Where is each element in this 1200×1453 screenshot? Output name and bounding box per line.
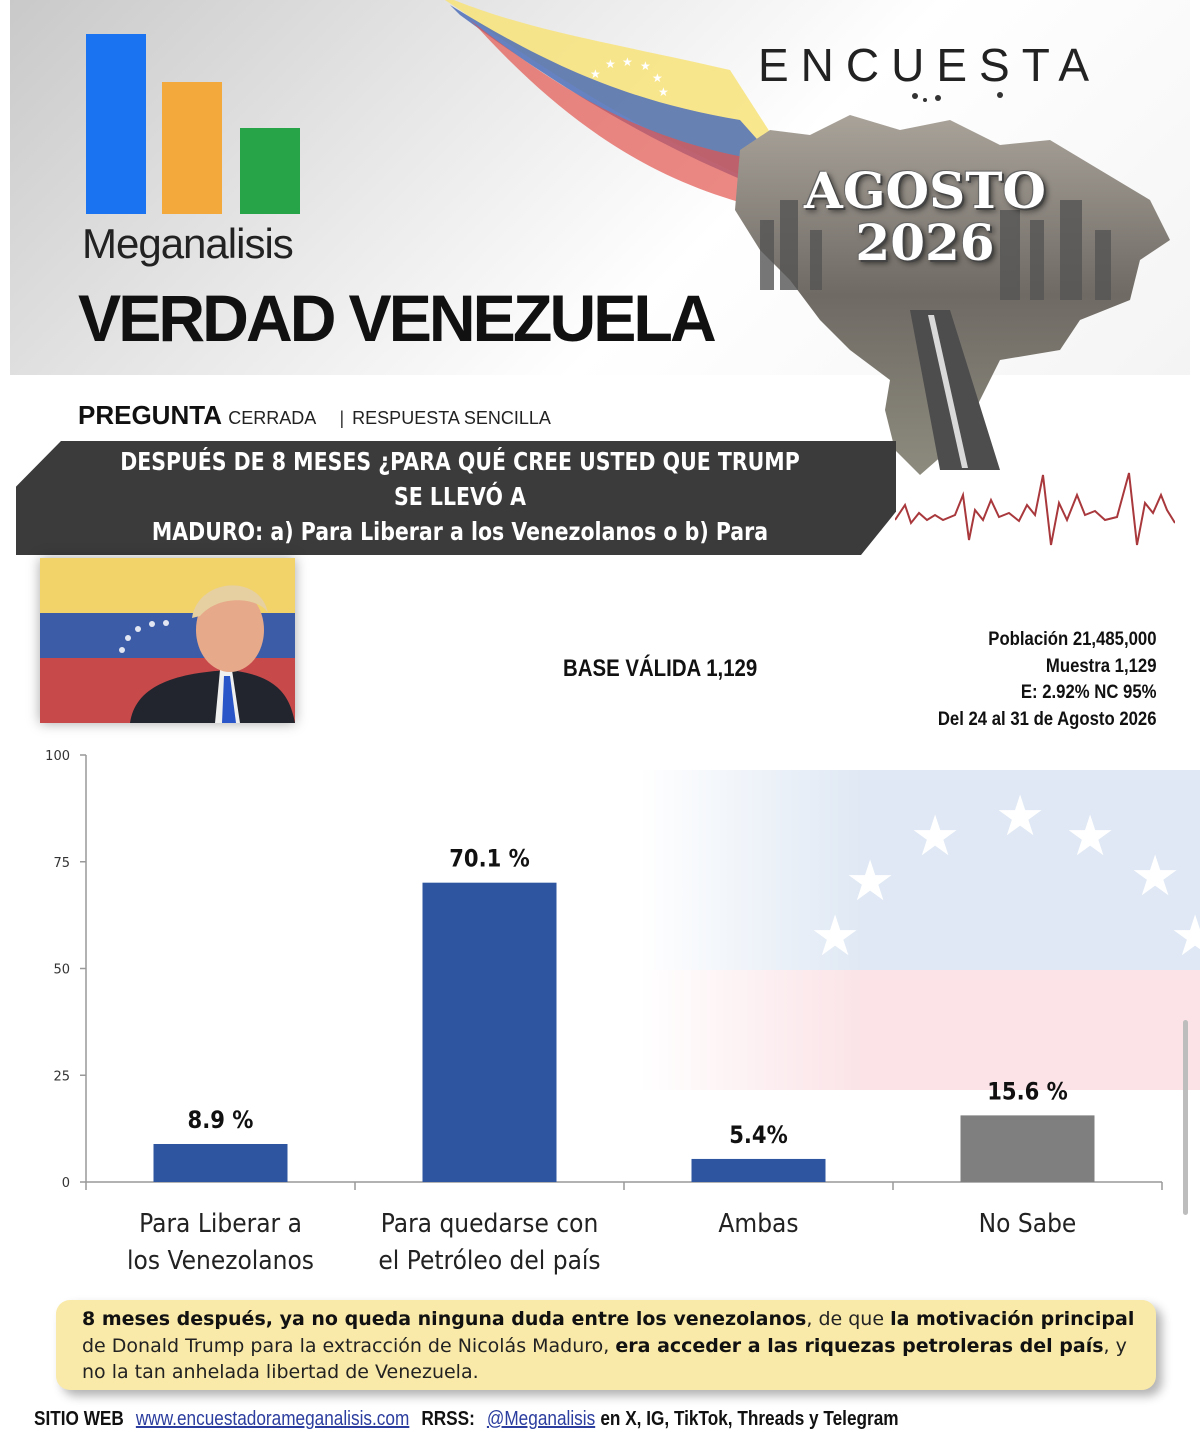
svg-text:★: ★: [640, 59, 651, 73]
svg-text:★: ★: [845, 849, 895, 914]
svg-text:★: ★: [1170, 904, 1200, 969]
conclusion-bold-3: era acceder a las riquezas petroleras de…: [615, 1334, 1104, 1357]
svg-text:★: ★: [995, 784, 1045, 849]
error-margin-label: E: 2.92% NC 95%: [1021, 682, 1157, 703]
site-label: SITIO WEB: [34, 1408, 124, 1430]
brand-logo-text: Meganalisis: [82, 220, 294, 267]
bar: [153, 1143, 288, 1182]
question-line-2: MADURO: a) Para Liberar a los Venezolano…: [151, 517, 769, 581]
bar-value-label: 70.1 %: [449, 845, 530, 873]
y-tick-label: 0: [62, 1176, 70, 1191]
x-category-label: Ambas: [718, 1208, 798, 1238]
logo-bar-blue: [86, 34, 146, 214]
svg-text:★: ★: [1130, 844, 1180, 909]
bar: [960, 1115, 1095, 1182]
survey-date-badge: AGOSTO 2026: [760, 165, 1090, 269]
question-text: DESPUÉS DE 8 MESES ¿PARA QUÉ CREE USTED …: [116, 444, 805, 619]
x-category-label: Para quedarse con: [381, 1208, 599, 1238]
svg-text:★: ★: [810, 904, 860, 969]
page-title: VERDAD VENEZUELA: [78, 281, 717, 355]
bar-chart: 0 25 50 75 100 8.9 % 70.1 % 5.4% 15.6 % Para Li…: [45, 749, 1163, 1275]
y-tick-label: 75: [53, 856, 70, 871]
svg-text:★: ★: [590, 67, 601, 81]
social-handle-link[interactable]: @Meganalisis: [486, 1408, 596, 1430]
question-separator: |: [339, 408, 345, 428]
conclusion-bold-2: la motivación principal: [890, 1308, 1135, 1330]
social-platforms: en X, IG, TikTok, Threads y Telegram: [600, 1408, 899, 1430]
y-tick-label: 50: [53, 963, 70, 978]
question-box: [16, 441, 896, 555]
trump-photo-image: [40, 558, 295, 723]
x-category-label: Para Liberar a: [139, 1208, 302, 1238]
x-category-label: el Petróleo del país: [378, 1245, 600, 1275]
conclusion-text-2: de Donald Trump para la extracción de Ni…: [82, 1334, 616, 1357]
population-label: Población 21,485,000: [988, 629, 1157, 650]
conclusion-text-3: , y no la tan anhelada libertad de Venez…: [82, 1334, 1127, 1384]
question-header: PREGUNTA CERRADA | RESPUESTA SENCILLA: [78, 400, 551, 431]
rrss-label: RRSS:: [421, 1408, 475, 1430]
svg-text:★: ★: [1065, 804, 1115, 869]
svg-text:★: ★: [652, 71, 663, 85]
x-category-label: los Venezolanos: [127, 1245, 314, 1275]
y-tick-label: 25: [53, 1069, 70, 1084]
svg-text:★: ★: [605, 57, 616, 71]
question-mode: RESPUESTA SENCILLA: [352, 408, 551, 428]
survey-month: AGOSTO: [804, 161, 1046, 220]
conclusion-text-1: , de que: [806, 1308, 891, 1330]
survey-year: 2026: [855, 213, 995, 272]
survey-dates-label: Del 24 al 31 de Agosto 2026: [938, 708, 1157, 730]
logo-bar-green: [240, 128, 300, 214]
y-tick-label: 100: [45, 749, 70, 764]
conclusion-bold-1: 8 meses después, ya no queda ninguna dud…: [82, 1308, 807, 1330]
site-link[interactable]: www.encuestadorameganalisis.com: [135, 1408, 410, 1430]
svg-text:★: ★: [622, 55, 633, 69]
survey-label: ENCUESTA: [758, 39, 1102, 91]
bar-value-label: 8.9 %: [188, 1107, 254, 1135]
flag-ribbon-decoration: ★★ ★ ★★★: [445, 0, 820, 220]
question-label: PREGUNTA: [78, 400, 221, 430]
scrollbar[interactable]: [1183, 1020, 1188, 1215]
svg-text:★: ★: [910, 804, 960, 869]
footer: SITIO WEB www.encuestadorameganalisis.com…: [34, 1408, 899, 1431]
heartbeat-line-decoration: [895, 472, 1175, 546]
conclusion-text: 8 meses después, ya no queda ninguna dud…: [82, 1306, 1142, 1386]
x-category-label: No Sabe: [979, 1208, 1077, 1238]
valid-base-label: BASE VÁLIDA 1,129: [563, 655, 758, 682]
bar-value-label: 5.4%: [729, 1122, 788, 1150]
survey-metadata: Población 21,485,000 Muestra 1,129 E: 2.…: [938, 627, 1157, 733]
bar: [691, 1158, 826, 1182]
question-line-1: DESPUÉS DE 8 MESES ¿PARA QUÉ CREE USTED …: [120, 447, 800, 511]
bar-value-label: 15.6 %: [987, 1078, 1068, 1106]
bar: [422, 882, 557, 1182]
flag-background-decoration: ★★★ ★ ★★★: [640, 770, 1200, 1090]
logo-bar-orange: [162, 82, 222, 214]
venezuela-map-image: [735, 92, 1170, 475]
conclusion-box: [56, 1300, 1156, 1390]
svg-text:★: ★: [658, 85, 669, 99]
question-line-3: con el Petróleo del país?: [318, 587, 602, 616]
sample-size-label: Muestra 1,129: [1046, 655, 1157, 677]
question-type: CERRADA: [228, 408, 317, 428]
